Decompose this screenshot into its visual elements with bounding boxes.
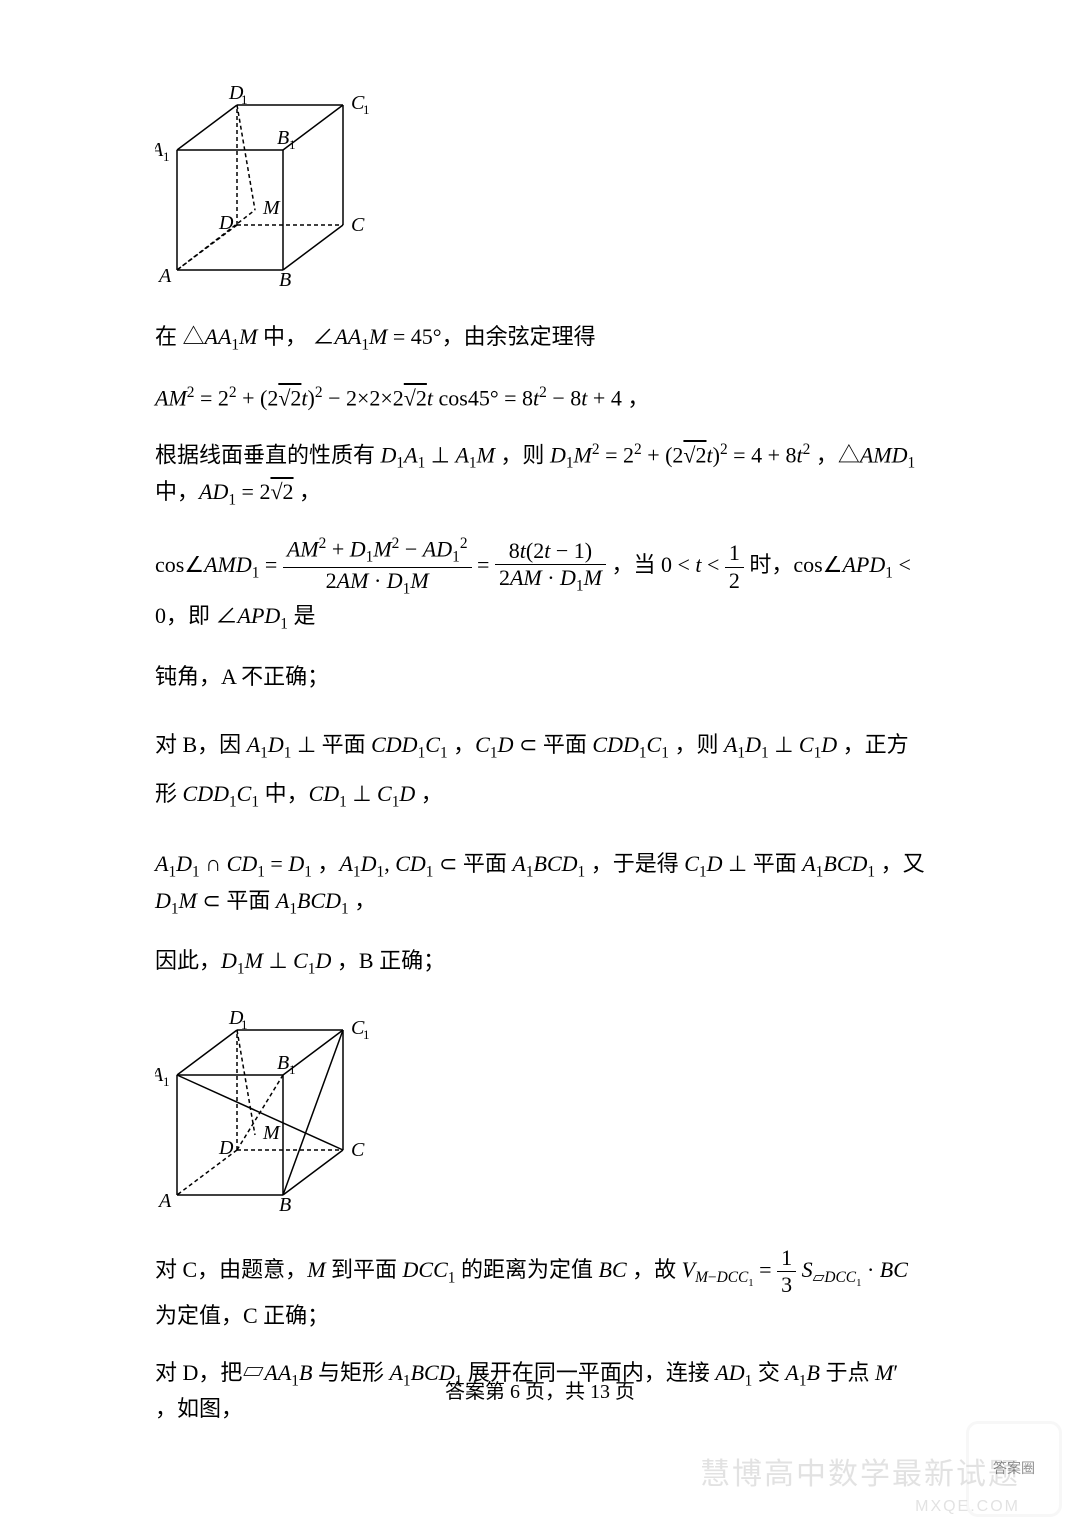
svg-text:1: 1 bbox=[241, 92, 248, 107]
svg-text:1: 1 bbox=[241, 1017, 248, 1032]
svg-text:A: A bbox=[157, 265, 172, 287]
svg-text:B: B bbox=[279, 1194, 291, 1215]
one-third-den: 3 bbox=[777, 1272, 796, 1298]
svg-text:B: B bbox=[277, 127, 289, 149]
svg-text:C: C bbox=[351, 1139, 365, 1161]
svg-text:A: A bbox=[157, 1190, 172, 1212]
svg-text:1: 1 bbox=[163, 1074, 170, 1089]
line-4: cos∠AMD1 = AM2 + D1M2 − AD12 2AM · D1M =… bbox=[155, 535, 925, 636]
line-5: 钝角，A 不正确； bbox=[155, 660, 925, 693]
half-num: 1 bbox=[725, 540, 744, 567]
svg-text:B: B bbox=[277, 1052, 289, 1074]
svg-text:1: 1 bbox=[363, 1027, 370, 1042]
svg-text:1: 1 bbox=[289, 1062, 296, 1077]
line-9: 对 C，由题意，M 到平面 DCC1 的距离为定值 BC ，故 VM−DCC1 … bbox=[155, 1245, 925, 1332]
cube-diagram-2: ABCDA1B1C1D1M bbox=[155, 1005, 375, 1215]
svg-text:B: B bbox=[279, 269, 291, 290]
line-3: 根据线面垂直的性质有 D1A1 ⊥ A1M ，则 D1M2 = 22 + (2√… bbox=[155, 438, 925, 511]
cube-diagram-1: ABCDA1B1C1D1M bbox=[155, 80, 375, 290]
line-7: A1D1 ∩ CD1 = D1 ，A1D1, CD1 ⊂ 平面 A1BCD1 ，… bbox=[155, 847, 925, 920]
half-den: 2 bbox=[725, 568, 744, 594]
line-1: 在 △AA1M 中， ∠AA1M = 45°，由余弦定理得 bbox=[155, 320, 925, 357]
svg-text:1: 1 bbox=[289, 137, 296, 152]
svg-text:M: M bbox=[262, 197, 281, 219]
svg-text:D: D bbox=[218, 1137, 234, 1159]
page-footer: 答案第 6 页，共 13 页 bbox=[0, 1377, 1080, 1407]
watermark-stamp: 答案圈 bbox=[966, 1421, 1062, 1517]
line-6: 对 B，因 A1D1 ⊥ 平面 CDD1C1 ，C1D ⊂ 平面 CDD1C1 … bbox=[155, 721, 925, 820]
svg-text:1: 1 bbox=[363, 102, 370, 117]
line-8: 因此，D1M ⊥ C1D ，B 正确； bbox=[155, 944, 925, 981]
line-2: AM2 = 22 + (2√2t)2 − 2×2×2√2t cos45° = 8… bbox=[155, 381, 925, 414]
one-third-num: 1 bbox=[777, 1245, 796, 1272]
svg-text:D: D bbox=[218, 212, 234, 234]
svg-text:C: C bbox=[351, 214, 365, 236]
svg-text:1: 1 bbox=[163, 149, 170, 164]
svg-text:M: M bbox=[262, 1122, 281, 1144]
